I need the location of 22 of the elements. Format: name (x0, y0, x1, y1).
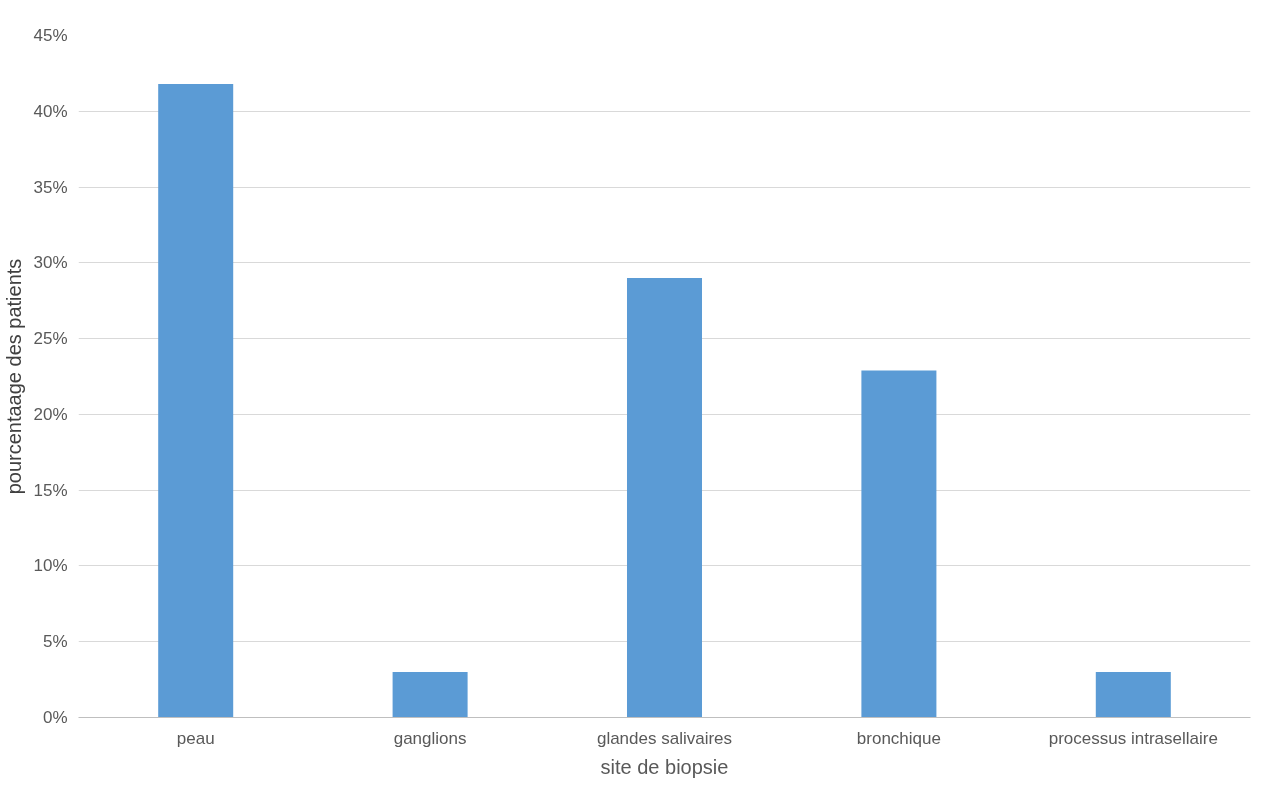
y-tick-label: 45% (33, 26, 68, 45)
y-axis-title: pourcentaage des patients (3, 258, 26, 495)
bar (1095, 672, 1171, 718)
y-tick-label: 35% (33, 177, 68, 197)
bar (861, 370, 937, 718)
x-tick-label: bronchique (856, 728, 941, 748)
y-tick-label: 10% (33, 556, 68, 576)
x-tick-label: ganglions (393, 728, 467, 748)
y-tick-label: 30% (33, 253, 68, 273)
bar (627, 277, 702, 718)
y-tick-label: 40% (33, 101, 68, 121)
x-tick-label: glandes salivaires (596, 728, 733, 748)
x-tick-label: processus intrasellaire (1048, 728, 1218, 748)
y-tick-label: 15% (33, 480, 68, 500)
y-tick-label: 5% (42, 632, 68, 652)
y-tick-label: 25% (33, 329, 68, 349)
bar (392, 672, 468, 718)
y-tick-label: 0% (42, 708, 68, 727)
x-tick-label: peau (176, 728, 215, 748)
x-axis-title: site de biopsie (600, 755, 729, 778)
bar (158, 84, 234, 718)
y-tick-label: 20% (33, 404, 68, 424)
